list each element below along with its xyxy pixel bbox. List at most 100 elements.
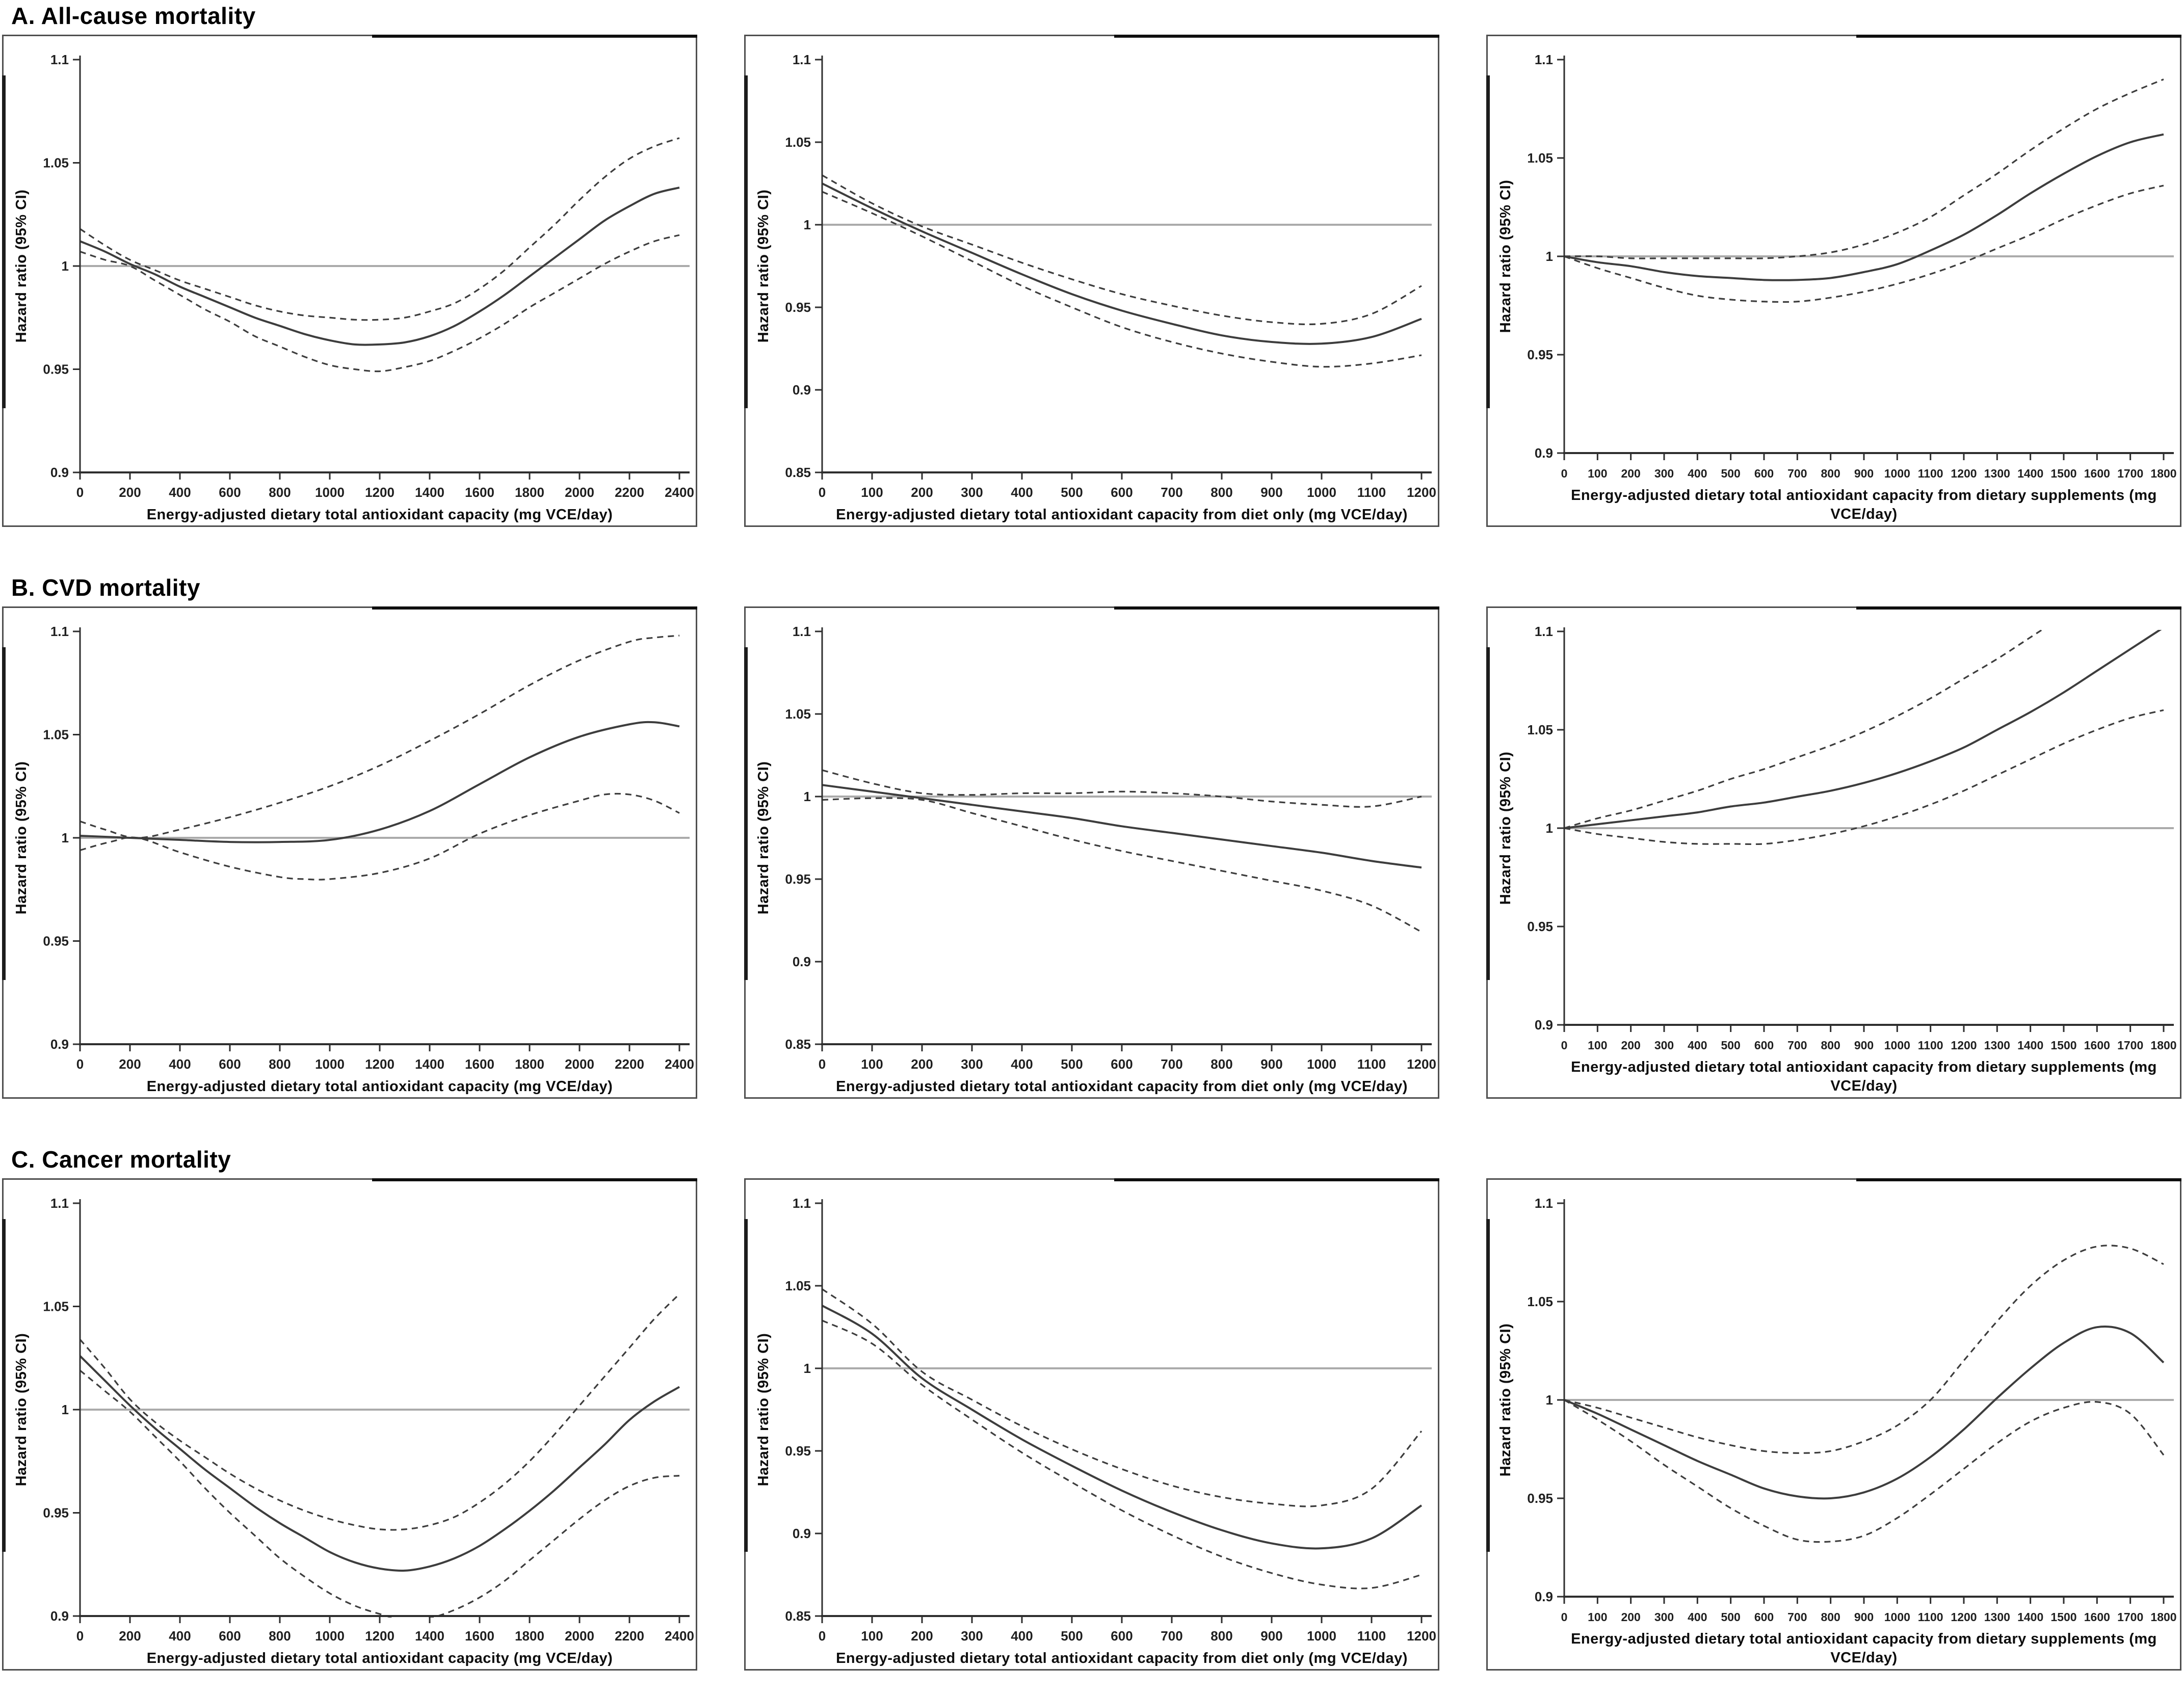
x-axis-label: Energy-adjusted dietary total antioxidan… <box>836 1650 1408 1666</box>
x-axis-label: Energy-adjusted dietary total antioxidan… <box>147 1078 613 1095</box>
tick-labels: 0.9 0.95 1 1.05 1.1 0 200 400 600 800 1000 1200 1400… <box>43 624 694 1072</box>
section-cancer-mortality: C. Cancer mortality 0.9 0.95 1 1.05 1.1 0 200 4… <box>2 1146 2184 1671</box>
x-tick-label: 900 <box>1854 467 1874 480</box>
axes <box>815 1199 1432 1623</box>
y-tick-label: 0.95 <box>785 871 811 887</box>
x-tick-label: 1100 <box>1918 1610 1943 1624</box>
series-group <box>1564 630 2164 845</box>
x-tick-label: 0 <box>76 485 84 500</box>
x-tick-label: 1800 <box>515 485 544 500</box>
x-tick-label: 1600 <box>465 1628 494 1644</box>
chart-svg: 0.85 0.9 0.95 1 1.05 1.1 0 100 200 300 400 500 600 70… <box>755 624 1436 1095</box>
axes <box>1557 1199 2174 1604</box>
hazard-ratio-curve <box>80 187 680 346</box>
x-tick-label: 400 <box>169 1056 191 1072</box>
y-tick-label: 1 <box>804 217 811 232</box>
panel-cancer-supplement-tac: 0.9 0.95 1 1.05 1.1 0 100 200 300 400 500 600 700 800… <box>1486 1178 2181 1671</box>
y-tick-label: 0.95 <box>43 1505 69 1521</box>
y-tick-label: 0.95 <box>43 934 69 949</box>
series-group <box>1564 1245 2165 1543</box>
y-tick-label: 1.05 <box>43 1299 69 1314</box>
hazard-ratio-curve <box>1564 1326 2165 1500</box>
x-tick-label: 1200 <box>1407 1056 1436 1072</box>
axes <box>73 56 690 480</box>
y-tick-label: 1.05 <box>1527 722 1553 737</box>
panel-cvd-diet-only-tac: 0.85 0.9 0.95 1 1.05 1.1 0 100 200 300 400 500 600 70… <box>744 606 1439 1099</box>
x-tick-label: 0 <box>819 1628 826 1644</box>
hazard-ratio-curve <box>79 1355 680 1572</box>
x-tick-label: 400 <box>169 1628 191 1644</box>
x-tick-label: 100 <box>1588 1610 1607 1624</box>
y-axis-label: Hazard ratio (95% CI) <box>1497 180 1514 333</box>
x-tick-label: 1000 <box>1884 1039 1910 1052</box>
x-tick-label: 1500 <box>2050 467 2076 480</box>
x-tick-label: 500 <box>1721 1039 1740 1052</box>
upper-95-ci-curve <box>822 174 1422 326</box>
y-axis-label: Hazard ratio (95% CI) <box>13 190 30 343</box>
y-tick-label: 0.9 <box>50 1037 69 1052</box>
chart-svg: 0.9 0.95 1 1.05 1.1 0 100 200 300 400 500 600 700 800… <box>1497 52 2177 522</box>
x-tick-label: 2000 <box>565 1628 594 1644</box>
x-tick-label: 1000 <box>1307 1628 1336 1644</box>
x-tick-label: 400 <box>1011 485 1033 500</box>
panel-cvd-supplement-tac: 0.9 0.95 1 1.05 1.1 0 100 200 300 400 500 600 700 800… <box>1486 606 2181 1099</box>
x-tick-label: 300 <box>1654 1039 1674 1052</box>
y-tick-label: 1 <box>62 1402 69 1417</box>
x-tick-label: 100 <box>1588 1039 1607 1052</box>
x-tick-label: 1000 <box>1884 1610 1910 1624</box>
x-tick-label: 1400 <box>2017 467 2043 480</box>
x-tick-label: 1000 <box>1307 485 1336 500</box>
tick-labels: 0.85 0.9 0.95 1 1.05 1.1 0 100 200 300 400 500 600 70… <box>785 624 1436 1072</box>
upper-95-ci-curve <box>79 1293 680 1531</box>
y-tick-label: 0.9 <box>1535 1017 1553 1033</box>
x-tick-label: 700 <box>1161 485 1182 500</box>
x-tick-label: 100 <box>1588 467 1607 480</box>
x-tick-label: 1200 <box>365 485 394 500</box>
x-tick-label: 200 <box>119 1056 141 1072</box>
lower-95-ci-curve <box>80 792 680 881</box>
chart-svg: 0.9 0.95 1 1.05 1.1 0 200 400 600 800 1000 1200 1400… <box>13 52 694 523</box>
x-tick-label: 700 <box>1787 1610 1807 1624</box>
x-tick-label: 1100 <box>1918 467 1943 480</box>
series-group <box>79 1293 680 1618</box>
x-tick-label: 800 <box>1821 1039 1840 1052</box>
x-tick-label: 1800 <box>2150 1610 2176 1624</box>
x-tick-label: 900 <box>1260 485 1282 500</box>
x-tick-label: 0 <box>819 1056 826 1072</box>
y-axis-label: Hazard ratio (95% CI) <box>755 761 772 915</box>
x-tick-label: 500 <box>1061 1056 1083 1072</box>
y-axis-label: Hazard ratio (95% CI) <box>755 190 772 343</box>
x-tick-label: 600 <box>219 1056 241 1072</box>
x-tick-label: 800 <box>1211 485 1232 500</box>
x-tick-label: 200 <box>1621 1610 1640 1624</box>
x-tick-label: 300 <box>1654 467 1674 480</box>
axes <box>815 56 1432 480</box>
tick-labels: 0.9 0.95 1 1.05 1.1 0 100 200 300 400 500 600 700 800… <box>1527 1196 2176 1624</box>
hazard-ratio-curve <box>1564 133 2164 281</box>
x-tick-label: 1600 <box>2084 467 2110 480</box>
panel-row: 0.9 0.95 1 1.05 1.1 0 200 400 600 800 1000 1200 1400… <box>2 606 2184 1099</box>
x-tick-label: 700 <box>1161 1628 1182 1644</box>
x-tick-label: 1600 <box>2084 1039 2110 1052</box>
x-tick-label: 800 <box>269 485 291 500</box>
panel-cvd-total-tac: 0.9 0.95 1 1.05 1.1 0 200 400 600 800 1000 1200 1400… <box>2 606 697 1099</box>
x-tick-label: 1600 <box>465 1056 494 1072</box>
x-tick-label: 2200 <box>615 485 644 500</box>
x-tick-label: 800 <box>1821 467 1840 480</box>
x-tick-label: 700 <box>1787 467 1807 480</box>
hazard-ratio-curve <box>1564 630 2162 829</box>
x-tick-label: 1100 <box>1357 1628 1386 1644</box>
y-tick-label: 0.9 <box>1535 1589 1553 1604</box>
x-tick-label: 200 <box>1621 467 1640 480</box>
x-tick-label: 900 <box>1260 1056 1282 1072</box>
chart-svg: 0.9 0.95 1 1.05 1.1 0 200 400 600 800 1000 1200 1400… <box>13 1196 694 1666</box>
x-tick-label: 1100 <box>1918 1039 1943 1052</box>
y-tick-label: 1.1 <box>50 624 69 639</box>
x-tick-label: 1200 <box>365 1056 394 1072</box>
x-tick-label: 1700 <box>2117 467 2143 480</box>
hazard-ratio-curve <box>822 182 1422 345</box>
x-tick-label: 1800 <box>2150 467 2176 480</box>
x-axis-label: Energy-adjusted dietary total antioxidan… <box>1571 1059 2157 1075</box>
chart-svg: 0.85 0.9 0.95 1 1.05 1.1 0 100 200 300 400 500 600 70… <box>755 1196 1436 1666</box>
